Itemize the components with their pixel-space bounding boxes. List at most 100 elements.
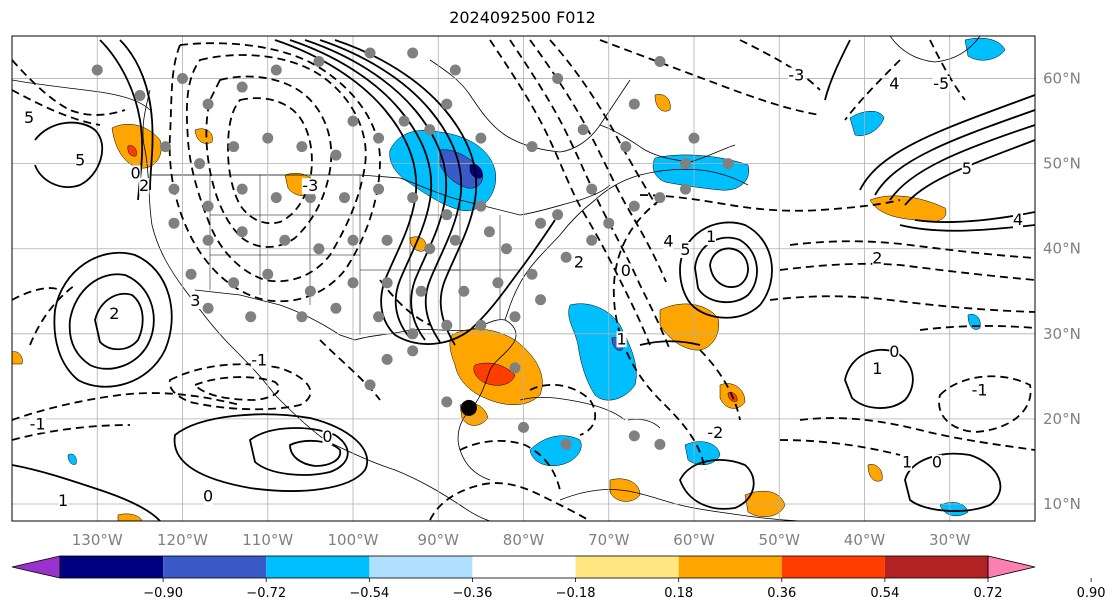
observation-dot (552, 209, 564, 221)
observation-dot (279, 234, 291, 246)
contour-line (779, 262, 1035, 281)
contour-label: 1 (902, 453, 912, 472)
contour-label-bg (75, 152, 86, 169)
contour-label-bg (663, 233, 674, 250)
contour-line (859, 94, 1035, 191)
observation-dot (373, 311, 385, 323)
contour-label-bg (932, 76, 950, 93)
observation-dot (722, 158, 734, 170)
observation-dot (449, 234, 461, 246)
contour-line (709, 247, 749, 288)
storm-center-marker (460, 399, 477, 416)
contour-label: -2 (707, 423, 723, 442)
contour-label: -5 (933, 74, 949, 93)
observation-dot (603, 217, 615, 229)
contour-line (193, 376, 280, 401)
observation-dot (202, 302, 214, 314)
observation-dot (373, 132, 385, 144)
colorbar-swatch (575, 556, 679, 578)
colorbar-tick-label: −0.72 (246, 586, 286, 601)
colorbar-tick-label: 0.36 (767, 586, 796, 601)
lon-tick-label: 50°W (759, 531, 801, 549)
observation-dot (270, 64, 282, 76)
lon-tick-label: 40°W (844, 531, 886, 549)
contour-line (429, 482, 591, 521)
shade-patch (194, 128, 213, 144)
observation-dot (560, 438, 572, 450)
contour-line (529, 383, 597, 436)
contour-label: 5 (24, 108, 34, 127)
contour-label-bg (680, 241, 691, 258)
contour-label-bg (1012, 212, 1023, 229)
observation-dot (500, 243, 512, 255)
observation-dot (483, 226, 495, 238)
contour-label-bg (872, 361, 883, 378)
colorbar-swatch (60, 556, 164, 578)
contour-label: 5 (680, 240, 690, 259)
observation-dot (185, 268, 197, 280)
observation-dot (407, 192, 419, 204)
contour-line (12, 287, 61, 301)
observation-dot (381, 234, 393, 246)
observation-dot (441, 209, 453, 221)
observation-dot (202, 234, 214, 246)
observation-dot (449, 64, 461, 76)
contour-label-bg (29, 416, 47, 433)
observation-dot (654, 438, 666, 450)
contour-line (12, 89, 101, 126)
contour-label: -3 (302, 176, 318, 195)
lon-tick-labels: 130°W 120°W 110°W 100°W 90°W 80°W 70°W 60°W 50°W… (72, 531, 971, 549)
lon-tick-label: 60°W (673, 531, 715, 549)
colorbar-swatch (781, 556, 885, 578)
contour-line (904, 452, 1002, 512)
observation-dot (330, 149, 342, 161)
observation-dot (586, 183, 598, 195)
observation-dot (535, 217, 547, 229)
figure-title: 2024092500 F012 (449, 8, 596, 27)
observation-dot (628, 200, 640, 212)
colorbar-swatch (163, 556, 267, 578)
contour-label: 1 (706, 227, 716, 246)
observation-dot (373, 183, 385, 195)
contour-label: 1 (616, 329, 626, 348)
contour-line (12, 464, 161, 521)
contour-line (789, 240, 1035, 259)
contour-label-bg (58, 492, 69, 509)
observation-dot (492, 277, 504, 289)
observation-dot (654, 192, 666, 204)
colorbar-tick-label: 0.90 (1077, 586, 1105, 601)
colorbar: −0.90 −0.72 −0.54 −0.36 −0.18 0.18 0.36 0.54 0.7… (11, 555, 1105, 601)
lat-tick-label: 30°N (1043, 325, 1081, 343)
contour-line (319, 339, 381, 401)
colorbar-extend-high (987, 555, 1036, 579)
contour-line (289, 39, 433, 339)
contour-label: 5 (75, 151, 85, 170)
observation-dot (407, 345, 419, 357)
observation-dot (475, 132, 487, 144)
contour-label: 2 (872, 248, 882, 267)
contour-line (289, 439, 342, 467)
contour-line (549, 39, 657, 206)
contour-label-bg (190, 293, 201, 310)
contour-line (874, 109, 1035, 196)
observation-dot (526, 268, 538, 280)
colorbar-tick-label: 0.18 (664, 586, 693, 601)
shade-patch (939, 502, 969, 517)
shade-patch (964, 37, 1006, 61)
lon-tick-label: 30°W (929, 531, 971, 549)
contour-label-bg (902, 454, 913, 471)
colorbar-frame (59, 555, 989, 579)
contour-line (509, 39, 671, 351)
contour-label-bg (706, 424, 724, 441)
contour-label: 4 (1013, 210, 1023, 229)
contour-line (34, 121, 104, 188)
observation-dot (475, 319, 487, 331)
observation-dot (679, 183, 691, 195)
observation-dot (381, 277, 393, 289)
lon-tick-label: 110°W (242, 531, 293, 549)
colorbar-extend-low (11, 555, 61, 579)
observation-dot (194, 158, 206, 170)
lon-tick-label: 90°W (418, 531, 460, 549)
coastline-south-america (559, 489, 801, 521)
